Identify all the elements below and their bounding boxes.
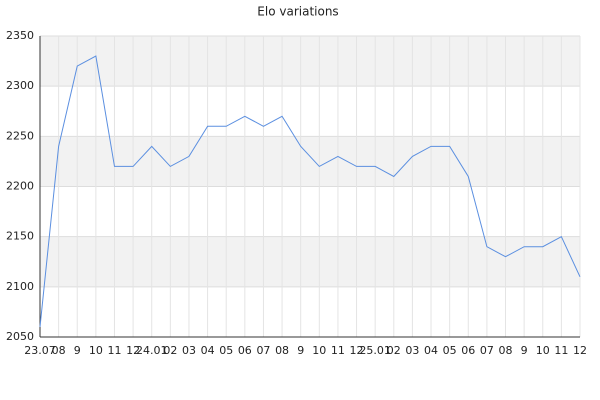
y-tick-label: 2050 bbox=[6, 330, 34, 343]
x-tick-label: 10 bbox=[536, 344, 550, 357]
data-line bbox=[39, 55, 581, 328]
x-tick-label: 11 bbox=[554, 344, 568, 357]
grid-band bbox=[40, 236, 580, 287]
y-tick-label: 2200 bbox=[6, 180, 34, 193]
x-tick-label: 07 bbox=[480, 344, 494, 357]
y-tick-label: 2150 bbox=[6, 230, 34, 243]
x-tick-label: 10 bbox=[312, 344, 326, 357]
x-tick-label: 9 bbox=[521, 344, 528, 357]
grid-band bbox=[40, 36, 580, 87]
y-tick-label: 2100 bbox=[6, 280, 34, 293]
y-tick-label: 2300 bbox=[6, 79, 34, 92]
x-tick-label: 9 bbox=[297, 344, 304, 357]
x-tick-label: 12 bbox=[350, 344, 364, 357]
y-tick-label: 2250 bbox=[6, 129, 34, 142]
x-tick-label: 04 bbox=[424, 344, 438, 357]
x-tick-label: 11 bbox=[107, 344, 121, 357]
x-tick-label: 04 bbox=[201, 344, 215, 357]
x-tick-label: 06 bbox=[238, 344, 252, 357]
y-tick-label: 2350 bbox=[6, 29, 34, 42]
x-tick-label: 02 bbox=[163, 344, 177, 357]
x-tick-label: 23.07 bbox=[24, 344, 56, 357]
x-tick-label: 05 bbox=[219, 344, 233, 357]
x-tick-label: 08 bbox=[52, 344, 66, 357]
x-tick-label: 12 bbox=[573, 344, 587, 357]
x-tick-label: 05 bbox=[443, 344, 457, 357]
x-tick-label: 08 bbox=[499, 344, 513, 357]
x-tick-label: 24.01 bbox=[136, 344, 168, 357]
x-tick-label: 10 bbox=[89, 344, 103, 357]
grid-band bbox=[40, 136, 580, 187]
x-tick-label: 12 bbox=[126, 344, 140, 357]
x-tick-label: 07 bbox=[256, 344, 270, 357]
x-tick-label: 02 bbox=[387, 344, 401, 357]
x-tick-label: 03 bbox=[405, 344, 419, 357]
x-tick-label: 11 bbox=[331, 344, 345, 357]
chart-title: Elo variations bbox=[257, 5, 338, 19]
x-tick-label: 9 bbox=[74, 344, 81, 357]
x-tick-label: 03 bbox=[182, 344, 196, 357]
x-tick-label: 06 bbox=[461, 344, 475, 357]
x-tick-label: 08 bbox=[275, 344, 289, 357]
x-tick-label: 25.01 bbox=[359, 344, 391, 357]
